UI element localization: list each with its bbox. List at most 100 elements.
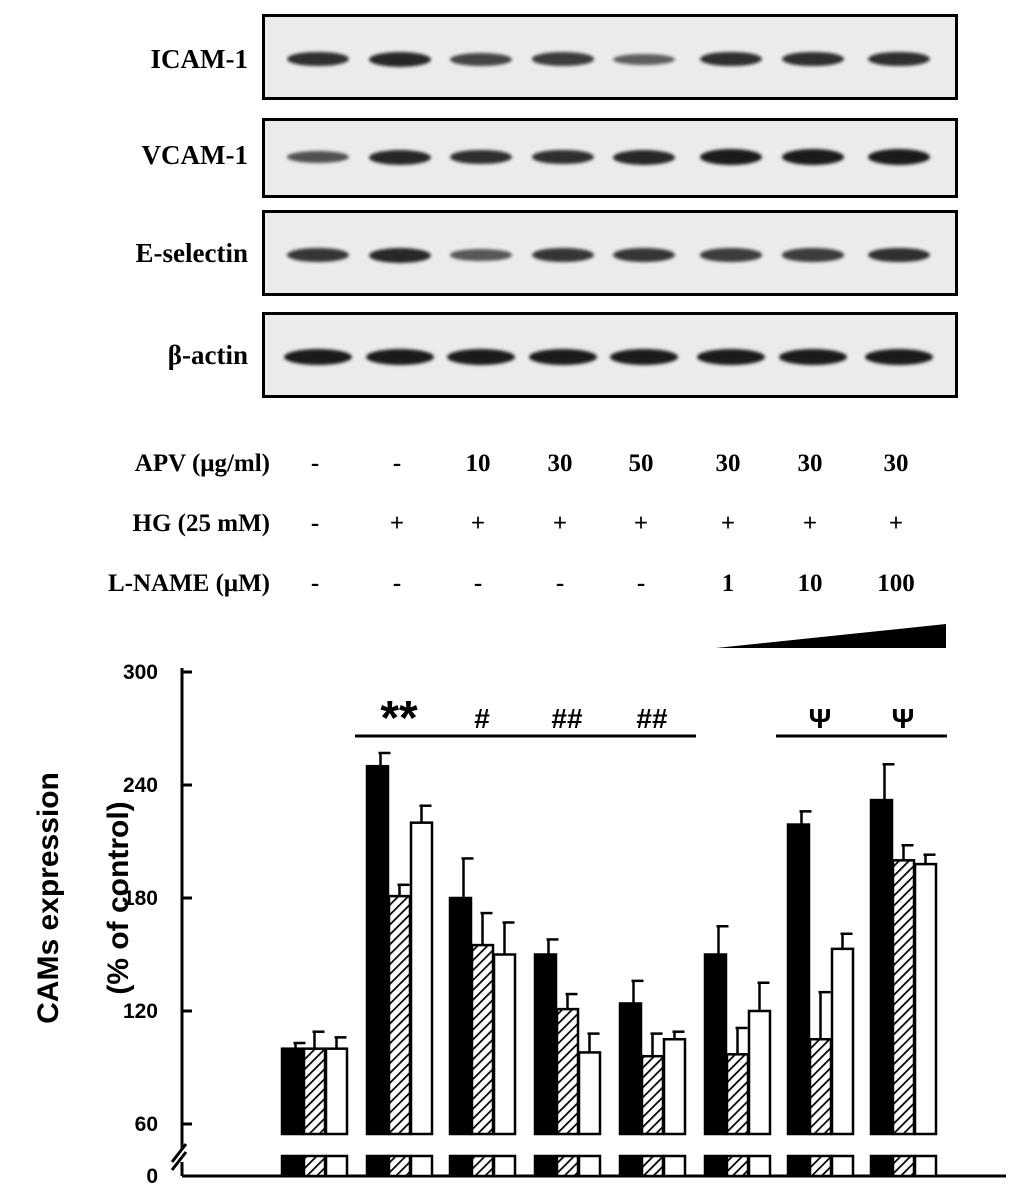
significance-symbol: # [474, 703, 490, 734]
condition-label-hg: HG (25 mM) [132, 510, 270, 537]
bar-vcam-1 [640, 1054, 665, 1136]
condition-value: - [636, 570, 646, 597]
condition-value: + [888, 510, 904, 537]
condition-value: - [310, 510, 320, 537]
bar-base-segment [786, 1154, 811, 1178]
blot-band [532, 149, 594, 165]
blot-band [450, 149, 512, 165]
bar-base-segment [302, 1154, 327, 1178]
bar-base-segment [577, 1154, 602, 1178]
condition-value: - [310, 450, 320, 477]
blot-band [613, 53, 675, 65]
condition-value: 30 [715, 450, 741, 477]
blot-strip-vcam1 [262, 118, 958, 198]
bar-chart: 0 60 120 180 240 300 CAMs expression (% of cont… [32, 661, 1006, 1188]
bar-icam-1 [869, 798, 894, 1136]
y-tick-label: 240 [123, 774, 158, 797]
bar-vcam-1 [302, 1047, 327, 1136]
blot-band [868, 247, 930, 263]
bar-icam-1 [786, 823, 811, 1136]
significance-symbol: Ψ [809, 703, 832, 734]
bar-vcam-1 [555, 1007, 580, 1136]
bar-base-segment [747, 1154, 772, 1178]
condition-value: + [802, 510, 818, 537]
blot-band [700, 248, 762, 262]
blot-band [610, 349, 678, 365]
y-axis-label-line: CAMs expression [32, 772, 65, 1024]
y-axis-label-line: (% of control) [102, 801, 135, 994]
blot-band [782, 248, 844, 262]
bar-e-selectin [747, 1009, 772, 1136]
blot-label-icam1: ICAM-1 [150, 44, 248, 74]
y-tick-label: 180 [123, 887, 158, 910]
blot-label-vcam1: VCAM-1 [141, 140, 248, 170]
blot-band [450, 249, 512, 261]
blot-band [287, 51, 349, 67]
bar-base-segment [448, 1154, 473, 1178]
blot-label-bactin: β-actin [167, 340, 248, 370]
y-tick-label: 300 [123, 661, 158, 684]
blot-band [532, 52, 594, 66]
bar-e-selectin [577, 1051, 602, 1136]
blot-band [613, 149, 675, 165]
blot-band [779, 349, 847, 365]
blot-band [865, 349, 933, 365]
bar-icam-1 [448, 896, 473, 1136]
y-tick-label: 60 [135, 1113, 158, 1136]
bar-vcam-1 [725, 1053, 750, 1136]
blot-band [868, 149, 930, 165]
significance-symbol: ## [551, 703, 583, 734]
blot-band [529, 349, 597, 365]
blot-band [697, 349, 765, 365]
blot-strip-bactin [262, 312, 958, 398]
blot-band [532, 248, 594, 262]
bar-base-segment [492, 1154, 517, 1178]
condition-value: 30 [547, 450, 573, 477]
bar-base-segment [640, 1154, 665, 1178]
blot-band [700, 51, 762, 67]
bar-e-selectin [409, 821, 434, 1136]
bar-base-segment [891, 1154, 916, 1178]
bar-base-segment [409, 1154, 434, 1178]
condition-value: - [392, 450, 402, 477]
condition-value: 10 [465, 450, 491, 477]
blot-band [613, 248, 675, 262]
condition-value: + [389, 510, 405, 537]
blot-band [284, 349, 352, 365]
blot-band [868, 51, 930, 67]
bar-icam-1 [703, 953, 728, 1136]
bar-icam-1 [533, 953, 558, 1136]
bar-base-segment [387, 1154, 412, 1178]
blot-label-eselectin: E-selectin [135, 238, 248, 268]
lname-gradient-wedge [716, 624, 946, 648]
condition-label-lname: L-NAME (μM) [107, 570, 270, 597]
bar-vcam-1 [470, 943, 495, 1136]
blot-strip-eselectin [262, 210, 958, 296]
bar-base-segment [618, 1154, 643, 1178]
y-tick-label: 0 [146, 1165, 158, 1188]
blot-band [782, 51, 844, 67]
bar-e-selectin [492, 953, 517, 1136]
condition-value: - [310, 570, 320, 597]
blot-band [287, 151, 349, 163]
blot-band [369, 51, 431, 67]
blot-strip-icam1 [262, 14, 958, 100]
y-tick-label: 120 [123, 1000, 158, 1023]
condition-value: + [470, 510, 486, 537]
bar-base-segment [280, 1154, 305, 1178]
bar-e-selectin [830, 947, 855, 1136]
bar-base-segment [913, 1154, 938, 1178]
condition-value: 10 [797, 570, 823, 597]
axis-break-mark [170, 1151, 188, 1171]
blot-band [447, 349, 515, 365]
condition-value: + [552, 510, 568, 537]
blot-band [450, 52, 512, 66]
blot-band [700, 149, 762, 165]
bar-vcam-1 [387, 894, 412, 1136]
condition-label-apv: APV (μg/ml) [134, 450, 270, 477]
bar-base-segment [808, 1154, 833, 1178]
bar-base-segment [324, 1154, 349, 1178]
condition-value: 30 [883, 450, 909, 477]
bar-base-segment [533, 1154, 558, 1178]
condition-value: - [392, 570, 402, 597]
